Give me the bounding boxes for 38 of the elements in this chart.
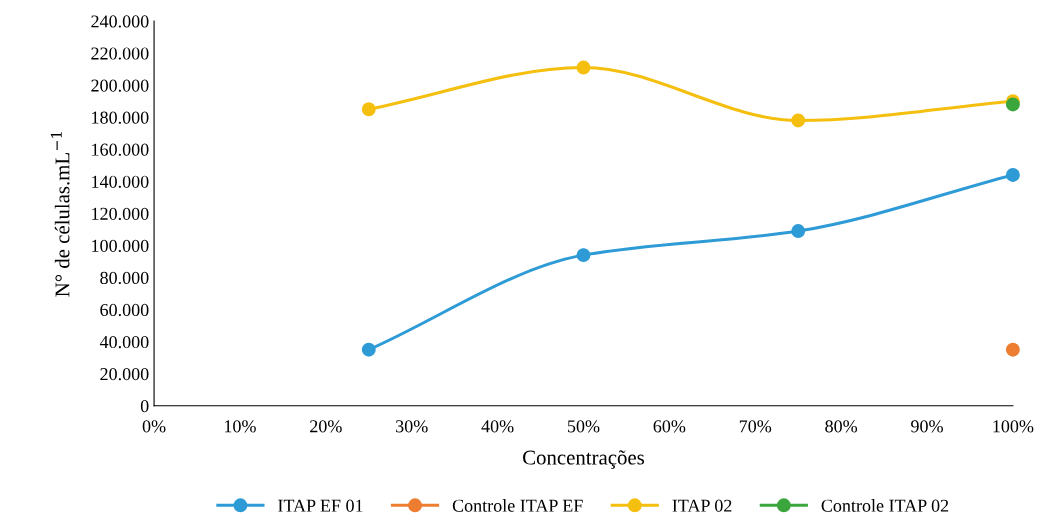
point	[361, 102, 376, 117]
x-tick-label: 20%	[310, 420, 342, 433]
x-tick-label: 10%	[224, 420, 256, 433]
x-tick-label: 50%	[567, 420, 600, 433]
point	[576, 248, 591, 263]
x-tick-label: 90%	[911, 420, 943, 433]
y-tick-label: 120.000	[92, 207, 149, 220]
y-tick-label: 180.000	[92, 111, 149, 124]
point	[576, 60, 591, 75]
y-axis-title: N° de células.mL$^{−1}$	[50, 132, 70, 297]
x-tick-label: 30%	[396, 420, 428, 433]
y-tick-label: 160.000	[92, 143, 149, 156]
y-tick-label: 140.000	[92, 175, 149, 188]
legend-label: ITAP 02	[672, 499, 732, 512]
y-tick-label: 0	[140, 400, 149, 413]
x-tick-label: 60%	[653, 420, 686, 433]
x-axis-title: Concentrações	[523, 450, 645, 469]
legend-label: Controle ITAP 02	[821, 499, 949, 512]
y-tick-label: 200.000	[91, 79, 149, 92]
x-tick-label: 40%	[481, 420, 514, 433]
legend-label: Controle ITAP EF	[452, 499, 583, 512]
y-tick-label: 60.000	[100, 303, 149, 317]
point	[361, 342, 376, 357]
x-tick-label: 0%	[142, 420, 166, 433]
x-tick-label: 100%	[993, 420, 1034, 433]
y-tick-label: 80.000	[100, 271, 149, 285]
point	[1005, 342, 1020, 357]
y-tick-label: 40.000	[99, 335, 149, 349]
point	[791, 224, 806, 239]
y-tick-label: 220.000	[91, 47, 149, 60]
x-tick-label: 70%	[739, 420, 772, 433]
y-tick-label: 240.000	[91, 15, 149, 28]
y-tick-label: 20.000	[100, 367, 149, 381]
legend-label: ITAP EF 01	[278, 499, 363, 512]
y-tick-label: 100.000	[92, 239, 149, 253]
point	[791, 113, 806, 128]
point	[1005, 168, 1020, 182]
x-tick-label: 80%	[825, 420, 858, 433]
